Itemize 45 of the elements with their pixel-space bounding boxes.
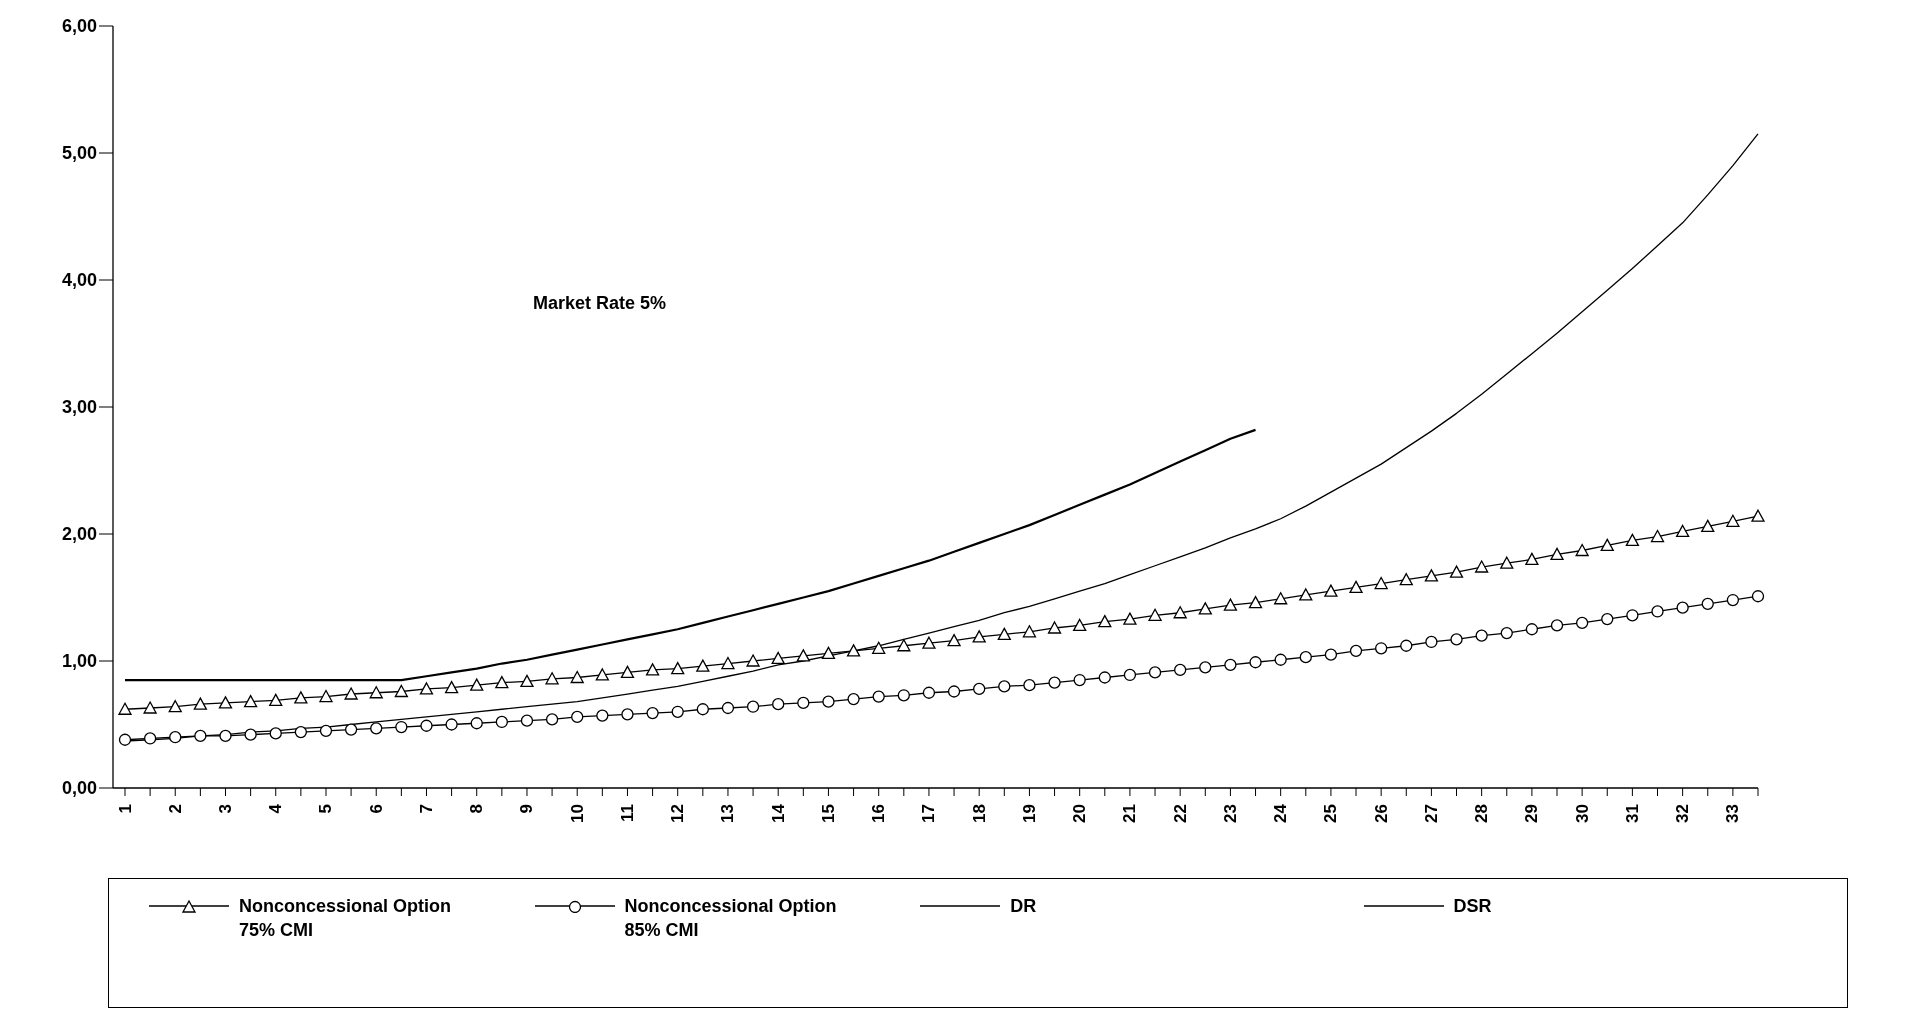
x-tick-label: 3 (215, 804, 235, 814)
annotation: Market Rate 5% (533, 293, 667, 314)
x-tick-label: 10 (567, 804, 587, 823)
x-tick-label: 7 (416, 804, 436, 814)
y-tick-label: 5,00 (61, 143, 97, 164)
x-tick-label: 18 (969, 804, 989, 823)
x-tick-label: 24 (1271, 803, 1291, 823)
x-tick-label: 2 (165, 804, 185, 814)
x-tick-label: 1 (115, 804, 135, 814)
x-tick-label: 21 (1120, 804, 1140, 823)
x-tick-label: 12 (668, 804, 688, 823)
x-tick-label: 14 (768, 803, 788, 823)
x-tick-label: 9 (517, 804, 537, 814)
legend-label: DSR (1453, 895, 1493, 918)
x-tick-label: 29 (1522, 804, 1542, 823)
x-tick-label: 33 (1723, 804, 1743, 823)
x-tick-label: 4 (266, 803, 286, 814)
x-tick-label: 17 (919, 804, 939, 823)
x-tick-label: 6 (366, 804, 386, 814)
y-tick-label: 6,00 (61, 16, 97, 37)
x-tick-label: 13 (718, 804, 738, 823)
x-tick-label: 22 (1170, 804, 1190, 823)
y-tick-label: 3,00 (61, 397, 97, 418)
x-tick-label: 26 (1371, 804, 1391, 823)
legend-label: Nonconcessional Option 85% CMI (624, 895, 838, 942)
x-tick-label: 28 (1472, 804, 1492, 823)
y-tick-label: 2,00 (61, 524, 97, 545)
x-tick-label: 31 (1622, 804, 1642, 823)
y-tick-label: 0,00 (61, 778, 97, 799)
x-tick-label: 30 (1572, 804, 1592, 823)
x-tick-label: 5 (316, 804, 336, 814)
x-tick-label: 25 (1321, 804, 1341, 823)
x-tick-label: 15 (818, 804, 838, 823)
x-tick-label: 16 (869, 804, 889, 823)
x-tick-label: 8 (467, 804, 487, 814)
x-tick-label: 11 (617, 804, 637, 822)
x-tick-label: 20 (1070, 804, 1090, 823)
x-tick-label: 23 (1220, 804, 1240, 823)
legend-label: Nonconcessional Option 75% CMI (239, 895, 453, 942)
y-tick-label: 1,00 (61, 651, 97, 672)
legend-label: DR (1010, 895, 1038, 918)
x-tick-label: 19 (1019, 804, 1039, 823)
x-tick-label: 32 (1673, 804, 1693, 823)
y-tick-label: 4,00 (61, 270, 97, 291)
x-tick-label: 27 (1421, 804, 1441, 823)
